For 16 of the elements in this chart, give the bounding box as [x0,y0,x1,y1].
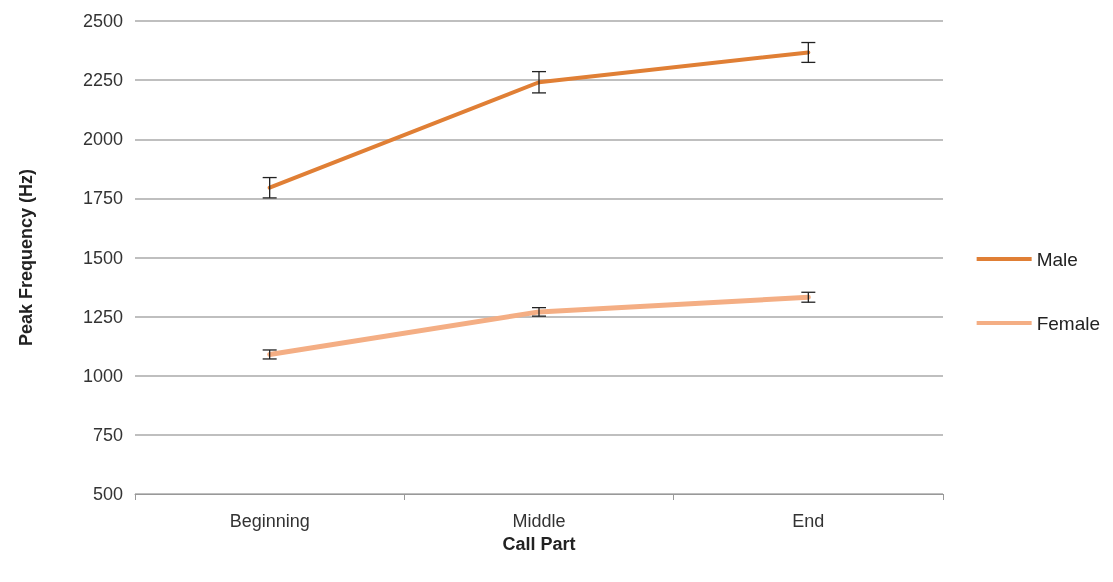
x-tick-label: Middle [512,511,566,531]
legend-label: Male [1036,248,1078,270]
y-tick-label: 1500 [82,247,123,268]
y-tick-label: 2500 [82,11,123,31]
x-axis-title: Call Part [502,533,576,554]
x-tick-label: End [792,511,825,531]
y-tick-label: 500 [92,484,123,504]
y-tick-label: 2250 [82,70,123,91]
y-tick-label: 1000 [82,365,123,386]
y-tick-label: 1750 [82,188,123,209]
y-tick-label: 1250 [82,306,123,327]
x-tick-label: Beginning [229,511,310,531]
y-tick-label: 2000 [82,129,123,150]
legend-label: Female [1036,312,1100,334]
y-tick-label: 750 [92,424,123,445]
y-axis-title: Peak Frequency (Hz) [16,168,36,347]
